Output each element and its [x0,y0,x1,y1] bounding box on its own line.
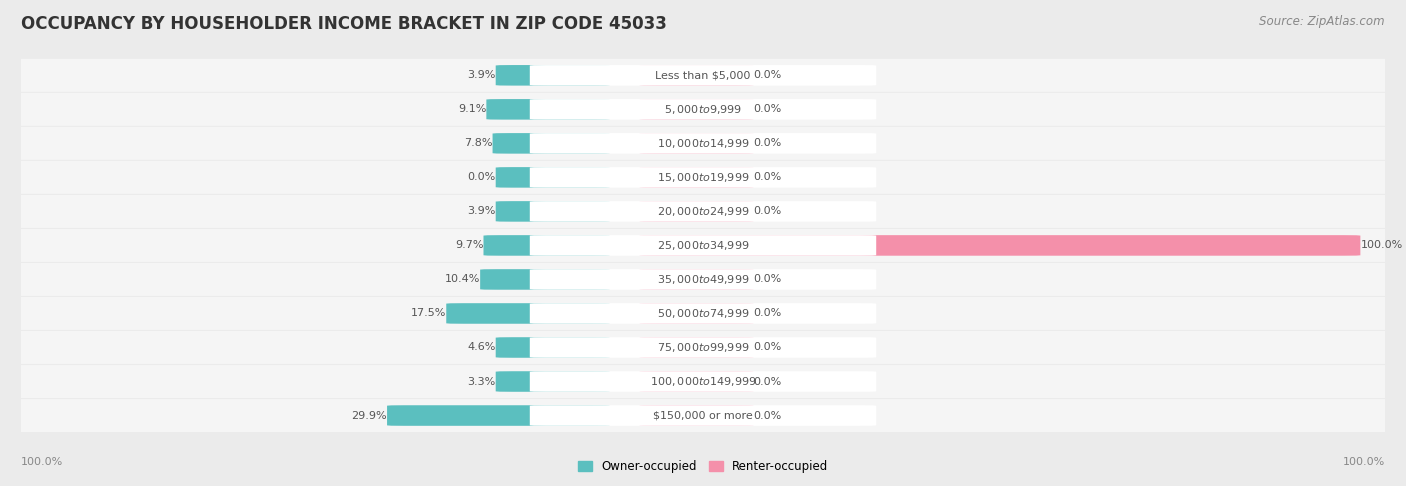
Text: 0.0%: 0.0% [467,173,496,182]
Text: Source: ZipAtlas.com: Source: ZipAtlas.com [1260,15,1385,28]
Text: $50,000 to $74,999: $50,000 to $74,999 [657,307,749,320]
Text: 0.0%: 0.0% [754,139,782,148]
Text: $75,000 to $99,999: $75,000 to $99,999 [657,341,749,354]
FancyBboxPatch shape [0,263,1406,296]
FancyBboxPatch shape [0,331,1406,364]
FancyBboxPatch shape [0,93,1406,126]
FancyBboxPatch shape [0,59,1406,92]
FancyBboxPatch shape [530,337,876,358]
FancyBboxPatch shape [640,99,754,120]
FancyBboxPatch shape [640,65,754,86]
Text: 0.0%: 0.0% [754,70,782,80]
Legend: Owner-occupied, Renter-occupied: Owner-occupied, Renter-occupied [572,455,834,478]
FancyBboxPatch shape [484,235,610,256]
FancyBboxPatch shape [640,201,754,222]
FancyBboxPatch shape [640,405,754,426]
FancyBboxPatch shape [496,65,610,86]
Text: $150,000 or more: $150,000 or more [654,411,752,420]
FancyBboxPatch shape [530,99,876,120]
FancyBboxPatch shape [446,303,610,324]
FancyBboxPatch shape [0,161,1406,194]
FancyBboxPatch shape [0,365,1406,398]
FancyBboxPatch shape [0,127,1406,160]
Text: 9.1%: 9.1% [458,104,486,114]
Text: 100.0%: 100.0% [1361,241,1403,250]
Text: $5,000 to $9,999: $5,000 to $9,999 [664,103,742,116]
FancyBboxPatch shape [0,229,1406,262]
FancyBboxPatch shape [0,195,1406,228]
Text: $15,000 to $19,999: $15,000 to $19,999 [657,171,749,184]
Text: 0.0%: 0.0% [754,309,782,318]
Text: 0.0%: 0.0% [754,411,782,420]
Text: 100.0%: 100.0% [1343,457,1385,467]
Text: 3.9%: 3.9% [467,70,496,80]
FancyBboxPatch shape [640,337,754,358]
Text: 3.9%: 3.9% [467,207,496,216]
FancyBboxPatch shape [530,303,876,324]
FancyBboxPatch shape [640,371,754,392]
Text: $35,000 to $49,999: $35,000 to $49,999 [657,273,749,286]
Text: 17.5%: 17.5% [411,309,446,318]
FancyBboxPatch shape [0,399,1406,432]
FancyBboxPatch shape [481,269,610,290]
FancyBboxPatch shape [530,133,876,154]
FancyBboxPatch shape [640,167,754,188]
Text: 10.4%: 10.4% [444,275,481,284]
FancyBboxPatch shape [530,371,876,392]
Text: 0.0%: 0.0% [754,104,782,114]
FancyBboxPatch shape [492,133,610,154]
FancyBboxPatch shape [496,337,610,358]
FancyBboxPatch shape [640,269,754,290]
FancyBboxPatch shape [486,99,610,120]
FancyBboxPatch shape [496,371,610,392]
FancyBboxPatch shape [496,201,610,222]
Text: 29.9%: 29.9% [352,411,387,420]
FancyBboxPatch shape [530,269,876,290]
Text: 7.8%: 7.8% [464,139,492,148]
Text: 100.0%: 100.0% [21,457,63,467]
Text: 4.6%: 4.6% [467,343,496,352]
FancyBboxPatch shape [530,65,876,86]
FancyBboxPatch shape [640,303,754,324]
FancyBboxPatch shape [530,167,876,188]
Text: OCCUPANCY BY HOUSEHOLDER INCOME BRACKET IN ZIP CODE 45033: OCCUPANCY BY HOUSEHOLDER INCOME BRACKET … [21,15,666,33]
FancyBboxPatch shape [640,133,754,154]
Text: $100,000 to $149,999: $100,000 to $149,999 [650,375,756,388]
FancyBboxPatch shape [530,235,876,256]
Text: 0.0%: 0.0% [754,207,782,216]
FancyBboxPatch shape [0,297,1406,330]
FancyBboxPatch shape [387,405,610,426]
Text: 9.7%: 9.7% [456,241,484,250]
FancyBboxPatch shape [496,167,610,188]
Text: 0.0%: 0.0% [754,173,782,182]
FancyBboxPatch shape [530,405,876,426]
Text: Less than $5,000: Less than $5,000 [655,70,751,80]
Text: $10,000 to $14,999: $10,000 to $14,999 [657,137,749,150]
Text: $20,000 to $24,999: $20,000 to $24,999 [657,205,749,218]
FancyBboxPatch shape [530,201,876,222]
FancyBboxPatch shape [640,235,1361,256]
Text: 0.0%: 0.0% [754,343,782,352]
Text: 0.0%: 0.0% [754,275,782,284]
Text: 3.3%: 3.3% [467,377,496,386]
Text: $25,000 to $34,999: $25,000 to $34,999 [657,239,749,252]
Text: 0.0%: 0.0% [754,377,782,386]
